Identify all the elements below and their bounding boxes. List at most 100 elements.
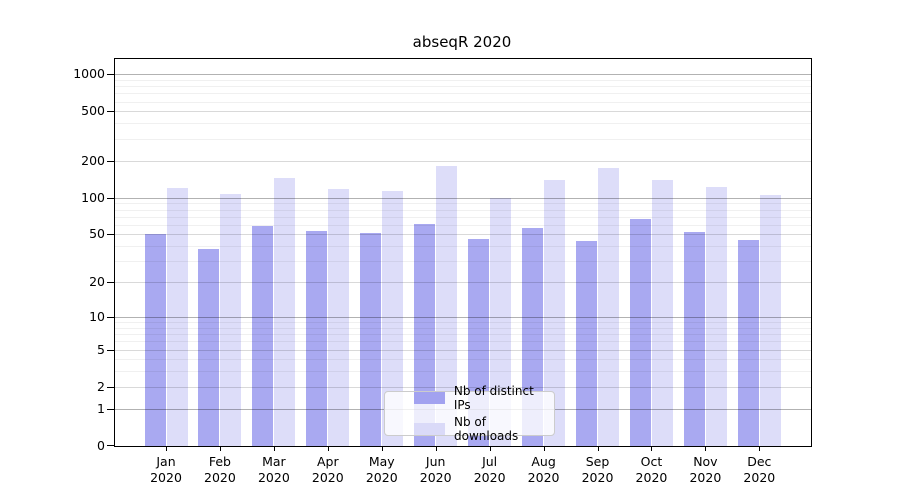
gridline-minor-700 [115,93,811,95]
legend-swatch-downloads [414,422,445,436]
bar-nb-of-downloads-apr-2020 [328,189,350,446]
bar-nb-of-downloads-jan-2020 [166,188,188,446]
y-tick-0 [107,445,114,446]
bar-nb-of-downloads-nov-2020 [705,187,727,446]
bar-nb-of-distinct-ips-nov-2020 [683,232,705,446]
x-tick-apr-2020 [327,446,329,451]
x-tick-label-jan-2020: Jan 2020 [150,454,182,485]
gridline-200 [115,160,811,162]
gridline-10 [115,316,811,318]
y-tick-20 [107,282,114,284]
legend-label-distinct-ips: Nb of distinct IPs [453,384,534,412]
gridline-minor-90 [115,203,811,205]
legend: Nb of distinct IPs Nb of downloads [384,384,555,443]
x-tick-label-dec-2020: Dec 2020 [743,454,776,485]
y-tick-label-1: 1 [97,400,105,416]
x-tick-jul-2020 [489,446,491,451]
gridline-minor-400 [115,123,811,125]
x-tick-label-jun-2020: Jun 2020 [419,454,452,485]
gridline-1000 [115,74,811,76]
gridline-minor-8 [115,327,811,329]
x-tick-mar-2020 [273,446,275,451]
gridline-minor-60 [115,224,811,226]
y-tick-50 [107,234,114,236]
bar-nb-of-downloads-aug-2020 [544,179,566,446]
gridline-5 [115,349,811,351]
gridline-minor-300 [115,138,811,140]
gridline-20 [115,282,811,284]
x-tick-label-mar-2020: Mar 2020 [257,454,290,485]
y-tick-label-200: 200 [81,152,105,168]
gridline-500 [115,111,811,113]
x-tick-jun-2020 [435,446,437,451]
gridline-minor-40 [115,246,811,248]
x-tick-aug-2020 [543,446,545,451]
y-tick-label-1000: 1000 [73,66,105,82]
bar-nb-of-distinct-ips-oct-2020 [629,218,651,446]
legend-swatch-distinct-ips [414,391,445,405]
x-tick-label-sep-2020: Sep 2020 [581,454,614,485]
x-tick-label-aug-2020: Aug 2020 [527,454,560,485]
bar-nb-of-downloads-sep-2020 [598,167,620,446]
y-tick-label-2: 2 [97,378,105,394]
x-tick-oct-2020 [651,446,653,451]
bar-nb-of-downloads-feb-2020 [220,194,242,446]
bar-nb-of-downloads-jun-2020 [436,166,458,446]
chart-title: abseqR 2020 [412,33,512,51]
y-tick-10 [107,316,114,318]
y-tick-label-50: 50 [89,226,105,242]
y-tick-label-0: 0 [97,438,105,453]
legend-row-downloads: Nb of downloads [414,415,554,443]
x-tick-dec-2020 [759,446,761,451]
y-tick-100 [107,197,114,199]
gridline-minor-800 [115,86,811,88]
gridline-minor-3 [115,371,811,373]
y-tick-label-10: 10 [89,308,105,324]
y-tick-label-100: 100 [81,189,105,205]
legend-row-distinct-ips: Nb of distinct IPs [414,384,554,412]
y-tick-500 [107,111,114,113]
bar-nb-of-distinct-ips-sep-2020 [576,241,598,446]
legend-label-downloads: Nb of downloads [453,415,519,443]
x-tick-jan-2020 [166,446,167,451]
bar-nb-of-downloads-mar-2020 [274,177,296,446]
bar-nb-of-distinct-ips-jan-2020 [144,234,166,446]
bar-nb-of-downloads-oct-2020 [651,179,673,446]
bar-nb-of-distinct-ips-mar-2020 [252,225,274,446]
gridline-minor-30 [115,261,811,263]
gridline-minor-70 [115,216,811,218]
x-tick-label-nov-2020: Nov 2020 [689,454,722,485]
y-tick-5 [107,349,114,351]
x-tick-feb-2020 [219,446,221,451]
x-tick-label-oct-2020: Oct 2020 [635,454,668,485]
gridline-2 [115,386,811,388]
plot-area: 0 1 2 5 10 20 50 100 200 500 1000 Jan 2020 Feb 2020 M… [73,58,812,485]
x-tick-label-feb-2020: Feb 2020 [204,454,236,485]
y-tick-label-500: 500 [81,103,105,119]
y-tick-1 [107,408,114,410]
bar-nb-of-downloads-may-2020 [382,191,404,446]
x-tick-label-may-2020: May 2020 [365,454,398,485]
y-tick-2 [107,386,114,388]
gridline-minor-7 [115,334,811,336]
x-tick-label-jul-2020: Jul 2020 [473,454,506,485]
gridline-minor-6 [115,341,811,343]
y-tick-1000 [107,74,114,76]
y-tick-label-20: 20 [89,274,105,290]
gridline-minor-900 [115,79,811,81]
x-tick-label-apr-2020: Apr 2020 [311,454,344,485]
gridline-50 [115,234,811,236]
bar-nb-of-distinct-ips-may-2020 [360,233,382,446]
bar-nb-of-distinct-ips-feb-2020 [198,248,220,446]
gridline-minor-600 [115,101,811,103]
gridline-minor-80 [115,209,811,211]
x-tick-may-2020 [381,446,383,451]
y-tick-label-5: 5 [97,341,105,357]
gridline-minor-9 [115,322,811,324]
bar-nb-of-downloads-dec-2020 [759,195,781,446]
x-tick-sep-2020 [597,446,599,451]
x-tick-nov-2020 [705,446,707,451]
gridline-100 [115,197,811,199]
bar-nb-of-downloads-jul-2020 [490,197,512,446]
